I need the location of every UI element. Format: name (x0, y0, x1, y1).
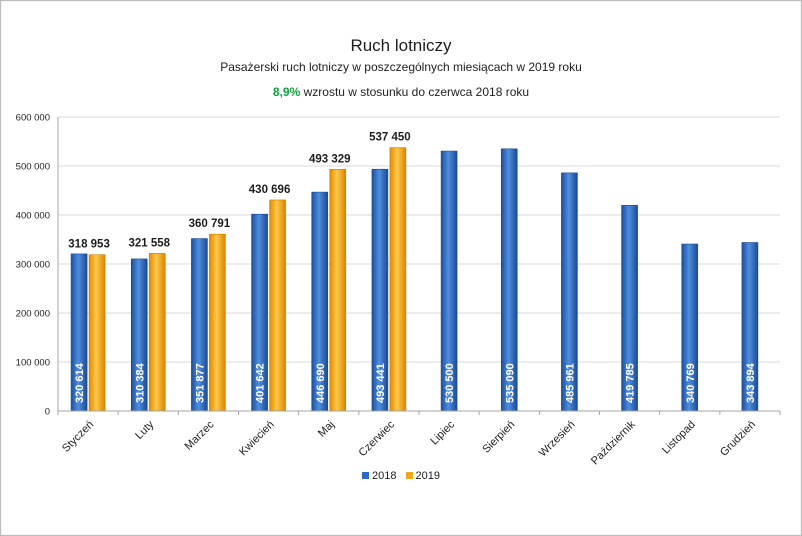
legend-item-2019: 2019 (405, 470, 441, 482)
y-tick-label: 400 000 (16, 211, 50, 222)
x-tick-label: Lipiec (428, 418, 457, 447)
y-tick-label: 600 000 (16, 113, 50, 124)
chart-subtitle: Pasażerski ruch lotniczy w poszczególnyc… (220, 60, 582, 74)
bar-label-2019: 360 791 (189, 218, 231, 230)
bar-label-2018: 419 785 (625, 363, 637, 403)
note-text: wzrostu w stosunku do czerwca 2018 roku (300, 85, 530, 99)
bar-label-2018: 343 894 (745, 362, 757, 403)
bar-label-2018: 530 500 (444, 363, 456, 403)
bar-2019 (148, 253, 166, 412)
bar-2019 (329, 168, 347, 412)
bar-label-2019: 318 953 (68, 239, 110, 251)
bar-label-2018: 320 614 (74, 362, 86, 403)
bar-label-2018: 351 877 (194, 363, 206, 403)
bar-label-2018: 446 690 (315, 363, 327, 403)
x-tick-label: Maj (316, 419, 337, 440)
bar-label-2018: 310 384 (134, 362, 146, 403)
y-tick-label: 0 (45, 407, 50, 418)
y-tick-label: 300 000 (16, 260, 50, 271)
bar-label-2019: 537 450 (369, 132, 411, 144)
bar-2019 (269, 199, 286, 412)
bar-label-2018: 493 441 (375, 363, 387, 403)
chart-legend: 2018 2019 (0, 470, 802, 482)
bar-label-2018: 340 769 (685, 363, 697, 403)
chart-title: Ruch lotniczy (350, 36, 452, 55)
legend-swatch-2019 (405, 471, 413, 479)
bar-label-2019: 493 329 (309, 153, 351, 165)
bar-label-2019: 321 558 (128, 237, 170, 249)
legend-swatch-2018 (361, 471, 369, 479)
x-tick-label: Styczeń (60, 419, 96, 455)
x-tick-label: Sierpień (480, 419, 517, 456)
legend-item-2018: 2018 (361, 470, 397, 482)
bar-label-2018: 485 961 (564, 363, 576, 403)
x-tick-label: Luty (133, 418, 157, 442)
y-tick-label: 100 000 (16, 358, 50, 369)
y-tick-label: 500 000 (16, 162, 50, 173)
note-highlight: 8,9% (272, 85, 301, 99)
bar-label-2019: 430 696 (249, 184, 291, 196)
bar-2019 (209, 233, 226, 412)
chart-note: 8,9% wzrostu w stosunku do czerwca 2018 … (0, 85, 802, 99)
x-tick-label: Marzec (183, 418, 217, 452)
legend-label-2019: 2019 (415, 470, 441, 482)
x-tick-label: Kwiecień (237, 419, 277, 459)
y-tick-label: 200 000 (16, 309, 50, 320)
x-tick-label: Czerwiec (357, 418, 398, 459)
bar-label-2018: 401 642 (255, 363, 267, 403)
x-tick-label: Listopad (660, 419, 698, 457)
bar-label-2018: 535 090 (504, 363, 516, 403)
x-tick-label: Grudzień (718, 419, 758, 459)
bar-2019 (389, 147, 407, 412)
x-tick-label: Październik (589, 418, 638, 467)
legend-label-2018: 2018 (371, 470, 397, 482)
x-tick-label: Wrzesień (537, 419, 578, 460)
bar-2019 (88, 254, 106, 412)
